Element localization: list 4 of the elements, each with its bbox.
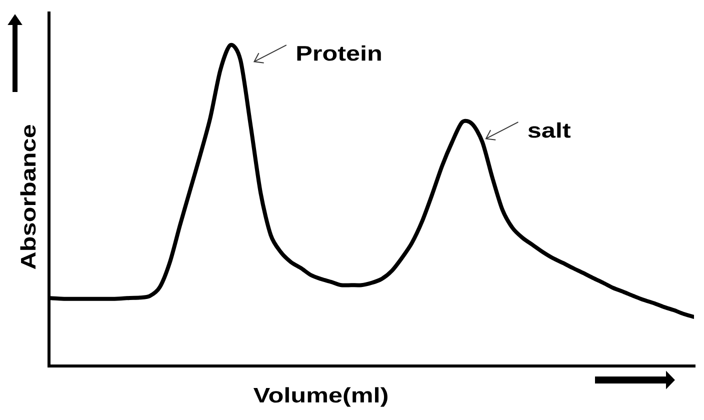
x-axis-title: Volume(ml): [254, 387, 388, 407]
annotation: Protein: [297, 45, 381, 61]
y-axis-title: Absorbance: [20, 125, 36, 270]
annotation: salt: [528, 122, 571, 138]
